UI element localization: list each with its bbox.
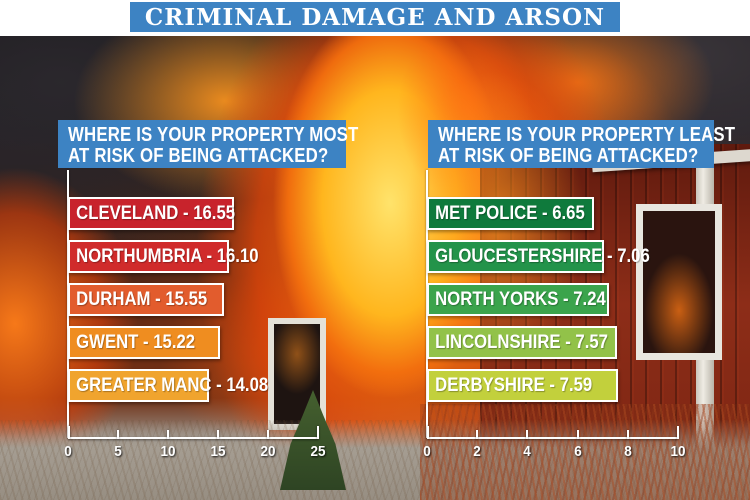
left-chart-title-line1: WHERE IS YOUR PROPERTY MOST bbox=[68, 124, 359, 146]
axis: 0 5 10 15 20 25 bbox=[64, 426, 326, 460]
axis-tick bbox=[526, 430, 529, 439]
axis-tick bbox=[68, 426, 70, 439]
axis-tick-label: 20 bbox=[260, 443, 276, 460]
axis-tick-label: 0 bbox=[64, 443, 72, 460]
axis-tick-label: 4 bbox=[523, 443, 532, 460]
axis-tick-label: 6 bbox=[573, 443, 582, 460]
axis-tick bbox=[626, 430, 629, 439]
bar: MET POLICE - 6.65 bbox=[427, 197, 594, 230]
bar: NORTH YORKS - 7.24 bbox=[427, 283, 609, 316]
axis-tick bbox=[117, 430, 119, 439]
axis-tick-label: 10 bbox=[670, 443, 686, 460]
axis: 0 2 4 6 8 10 bbox=[423, 426, 686, 460]
bar-label: CLEVELAND - 16.55 bbox=[76, 202, 236, 224]
axis-tick-label: 5 bbox=[114, 443, 122, 460]
bar-label: GREATER MANC - 14.08 bbox=[76, 374, 269, 396]
bar-label: MET POLICE - 6.65 bbox=[435, 202, 585, 224]
left-chart-title-line2: AT RISK OF BEING ATTACKED? bbox=[68, 145, 329, 167]
burning-house-photo bbox=[0, 36, 750, 500]
bar: GLOUCESTERSHIRE - 7.06 bbox=[427, 240, 650, 273]
bar: NORTHUMBRIA - 16.10 bbox=[68, 240, 259, 273]
bar-label: NORTHUMBRIA - 16.10 bbox=[76, 245, 259, 267]
bars: MET POLICE - 6.65 GLOUCESTERSHIRE - 7.06 N… bbox=[427, 197, 650, 412]
bars: CLEVELAND - 16.55 NORTHUMBRIA - 16.10 DURH… bbox=[68, 197, 268, 412]
axis-tick bbox=[427, 426, 429, 439]
bar: CLEVELAND - 16.55 bbox=[68, 197, 236, 230]
left-bar-chart: CLEVELAND - 16.55 NORTHUMBRIA - 16.10 DURH… bbox=[64, 170, 328, 470]
bar-label: NORTH YORKS - 7.24 bbox=[435, 288, 606, 310]
page-title: CRIMINAL DAMAGE AND ARSON bbox=[144, 3, 606, 31]
axis-tick-label: 0 bbox=[423, 443, 431, 460]
axis-tick bbox=[267, 430, 269, 439]
ground-strip bbox=[0, 420, 750, 500]
title-banner: CRIMINAL DAMAGE AND ARSON bbox=[130, 2, 620, 32]
bar: DERBYSHIRE - 7.59 bbox=[427, 369, 618, 402]
axis-tick bbox=[677, 426, 679, 439]
axis-tick bbox=[317, 426, 319, 439]
bar: DURHAM - 15.55 bbox=[68, 283, 224, 316]
axis-tick bbox=[217, 430, 219, 439]
bar: GREATER MANC - 14.08 bbox=[68, 369, 268, 402]
right-chart-header: WHERE IS YOUR PROPERTY LEAST AT RISK OF … bbox=[428, 120, 736, 168]
bar: GWENT - 15.22 bbox=[68, 326, 221, 359]
axis-tick-label: 10 bbox=[160, 443, 176, 460]
brush-twigs bbox=[420, 404, 750, 500]
bar-label: GLOUCESTERSHIRE - 7.06 bbox=[435, 245, 650, 267]
bar: LINCOLNSHIRE - 7.57 bbox=[427, 326, 617, 359]
bar-label: GWENT - 15.22 bbox=[76, 331, 196, 353]
bar-label: LINCOLNSHIRE - 7.57 bbox=[435, 331, 608, 353]
right-bar-chart: MET POLICE - 6.65 GLOUCESTERSHIRE - 7.06 N… bbox=[423, 170, 688, 470]
axis-tick-label: 8 bbox=[624, 443, 632, 460]
left-chart-header: WHERE IS YOUR PROPERTY MOST AT RISK OF B… bbox=[58, 120, 359, 168]
axis-tick bbox=[576, 430, 579, 439]
axis-tick-label: 15 bbox=[210, 443, 226, 460]
right-chart-title-line2: AT RISK OF BEING ATTACKED? bbox=[438, 145, 699, 167]
bar-label: DERBYSHIRE - 7.59 bbox=[435, 374, 593, 396]
right-chart-title-line1: WHERE IS YOUR PROPERTY LEAST bbox=[438, 124, 736, 146]
axis-tick-label: 2 bbox=[473, 443, 481, 460]
axis-tick-label: 25 bbox=[310, 443, 326, 460]
bar-label: DURHAM - 15.55 bbox=[76, 288, 208, 310]
axis-tick bbox=[476, 430, 479, 439]
axis-tick bbox=[167, 430, 169, 439]
